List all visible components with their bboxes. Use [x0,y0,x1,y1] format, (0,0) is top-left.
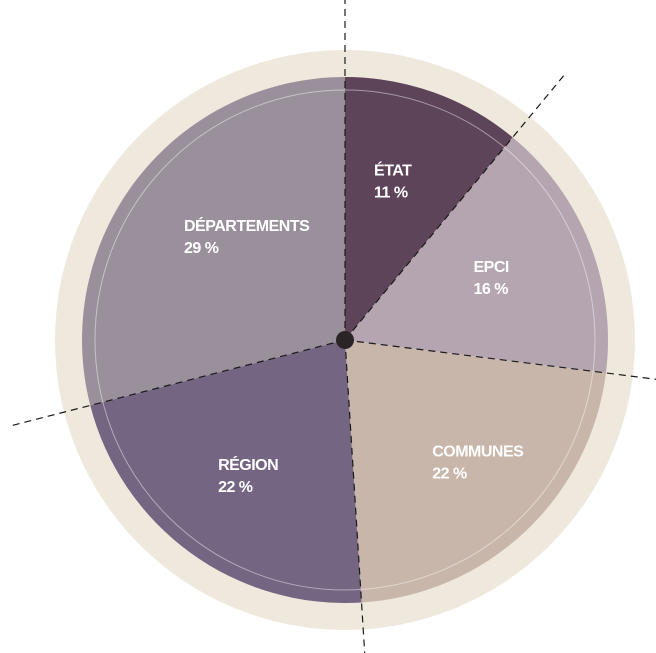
labels: ÉTAT 11 % EPCI 16 % COMMUNES 22 % RÉGION 22 % DÉ… [184,161,525,497]
slice-value: 22 % [218,479,253,496]
slice-label: ÉTAT 11 % [374,161,412,202]
slice-name: ÉTAT [374,161,412,180]
slice-label: COMMUNES 22 % [432,444,524,483]
pie-slice [345,137,608,373]
inner-ring [94,89,596,591]
slice-label: EPCI 16 % [473,259,508,298]
slice-label: DÉPARTEMENTS 29 % [184,216,310,257]
divider-line [344,339,366,653]
slice-value: 29 % [184,240,219,257]
slice-value: 11 % [374,185,408,202]
slice-name: COMMUNES [432,444,524,461]
slice-value: 16 % [473,281,508,298]
center-dot [336,331,354,349]
slice-label: RÉGION 22 % [218,455,278,496]
slice-name: EPCI [473,259,508,276]
slice-value: 22 % [432,466,467,483]
slice-name: DÉPARTEMENTS [184,216,310,235]
pie-slice [90,340,362,603]
divider-line [344,73,566,341]
slices [81,77,608,603]
slice-name: RÉGION [218,455,278,474]
pie-slice [345,340,606,603]
dividers [10,0,656,653]
divider-line [344,339,656,380]
divider-line [10,339,346,427]
pie-slice [345,77,513,340]
pie-slice [81,77,345,406]
